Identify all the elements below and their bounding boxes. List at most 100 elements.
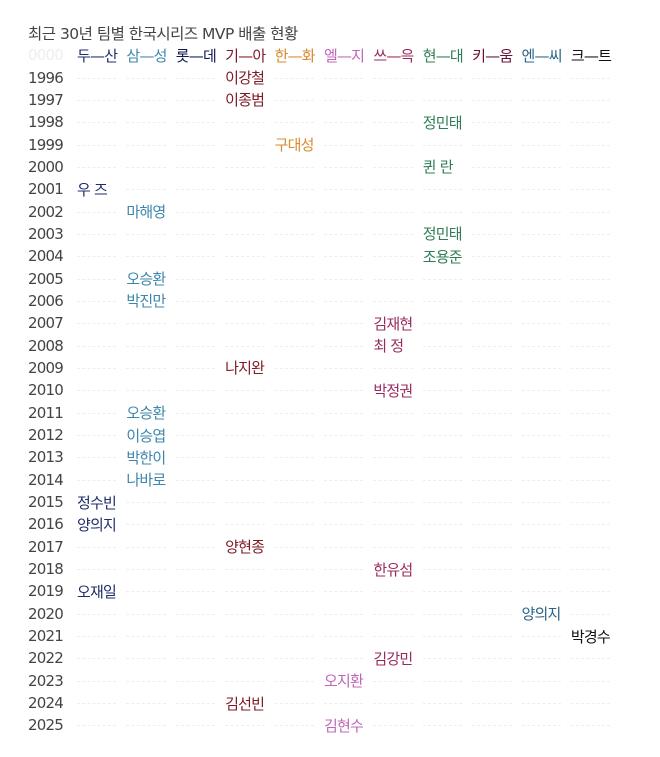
empty-cell xyxy=(77,290,126,312)
dash-line xyxy=(175,591,216,593)
dash-line xyxy=(373,435,413,437)
dash-line xyxy=(422,502,463,504)
dash-line xyxy=(77,367,117,369)
dash-line xyxy=(225,457,265,459)
dash-line xyxy=(175,166,216,168)
empty-cell xyxy=(225,580,274,602)
empty-cell xyxy=(521,536,571,558)
dash-line xyxy=(422,323,463,325)
empty-cell xyxy=(225,111,274,133)
empty-cell xyxy=(570,446,620,468)
dash-line xyxy=(323,457,364,459)
empty-cell xyxy=(472,558,521,580)
empty-cell xyxy=(422,670,472,692)
empty-cell xyxy=(225,402,274,424)
dash-line xyxy=(323,300,364,302)
empty-cell xyxy=(225,647,274,669)
empty-cell xyxy=(422,536,472,558)
empty-cell xyxy=(323,446,373,468)
mvp-name: 박정권 xyxy=(373,379,413,401)
empty-cell xyxy=(225,379,274,401)
mvp-name: 양의지 xyxy=(521,603,561,625)
mvp-name: 양현종 xyxy=(225,536,265,558)
dash-line xyxy=(422,367,463,369)
empty-cell xyxy=(373,223,422,245)
empty-cell xyxy=(422,647,472,669)
empty-cell xyxy=(77,402,126,424)
empty-cell xyxy=(570,334,620,356)
empty-cell xyxy=(175,156,225,178)
dash-line xyxy=(77,569,117,571)
team-header: 현—대 xyxy=(422,46,464,65)
dash-line xyxy=(77,390,117,392)
year-label: 1996 xyxy=(28,68,64,87)
empty-cell xyxy=(521,89,571,111)
table-row: 2005 오승환 xyxy=(28,267,620,290)
empty-cell xyxy=(225,133,274,155)
dash-line xyxy=(323,591,364,593)
empty-cell xyxy=(472,469,521,491)
year-label: 1999 xyxy=(28,135,64,154)
empty-cell xyxy=(521,357,571,379)
dash-line xyxy=(126,680,166,682)
table-row: 2006 박진만 xyxy=(28,290,620,312)
dash-line xyxy=(570,591,611,593)
empty-cell xyxy=(422,200,472,222)
empty-cell xyxy=(472,312,521,334)
mvp-cell: 이승엽 xyxy=(126,424,175,446)
empty-cell xyxy=(373,156,422,178)
mvp-name: 한유섬 xyxy=(373,558,413,580)
dash-line xyxy=(225,435,265,437)
empty-cell xyxy=(521,156,571,178)
dash-line xyxy=(225,479,265,481)
dash-line xyxy=(225,636,265,638)
empty-cell xyxy=(373,446,422,468)
empty-cell xyxy=(323,469,373,491)
mvp-cell: 박한이 xyxy=(126,446,175,468)
header-year: 0000 xyxy=(28,46,64,65)
year-label: 2003 xyxy=(28,224,64,243)
dash-line xyxy=(126,636,166,638)
dash-line xyxy=(126,77,166,79)
dash-line xyxy=(175,323,216,325)
mvp-cell: 퀸 란 xyxy=(422,156,472,178)
empty-cell xyxy=(373,424,422,446)
empty-cell xyxy=(422,580,472,602)
dash-line xyxy=(422,524,463,526)
dash-line xyxy=(323,435,364,437)
dash-line xyxy=(323,658,364,660)
empty-cell xyxy=(323,603,373,625)
empty-cell xyxy=(126,312,175,334)
dash-line xyxy=(323,189,364,191)
dash-line xyxy=(175,412,216,414)
empty-cell xyxy=(323,200,373,222)
empty-cell xyxy=(126,625,175,647)
dash-line xyxy=(323,412,364,414)
mvp-name: 김현수 xyxy=(323,714,364,736)
empty-cell xyxy=(175,357,225,379)
empty-cell xyxy=(323,491,373,513)
header-row: 0000 두—산 삼—성 롯—데 기—아 한—화 엘—지 쓰—윽 현—대 키—움 엔—씨 크—트 xyxy=(28,44,620,66)
team-header: 롯—데 xyxy=(175,46,217,65)
dash-line xyxy=(77,77,117,79)
dash-line xyxy=(422,636,463,638)
empty-cell xyxy=(225,625,274,647)
dash-line xyxy=(323,636,364,638)
empty-cell xyxy=(274,513,324,535)
table-row: 2007 김재현 xyxy=(28,312,620,334)
empty-cell xyxy=(274,424,324,446)
dash-line xyxy=(323,211,364,213)
empty-cell xyxy=(472,245,521,267)
dash-line xyxy=(570,345,611,347)
dash-line xyxy=(175,233,216,235)
mvp-cell: 김현수 xyxy=(323,714,373,736)
dash-line xyxy=(126,189,166,191)
mvp-name: 박한이 xyxy=(126,446,166,468)
mvp-name: 오승환 xyxy=(126,402,166,424)
dash-line xyxy=(521,680,561,682)
dash-line xyxy=(521,144,561,146)
dash-line xyxy=(422,189,463,191)
mvp-name: 박경수 xyxy=(570,625,611,647)
dash-line xyxy=(323,166,364,168)
team-header: 한—화 xyxy=(274,46,316,65)
